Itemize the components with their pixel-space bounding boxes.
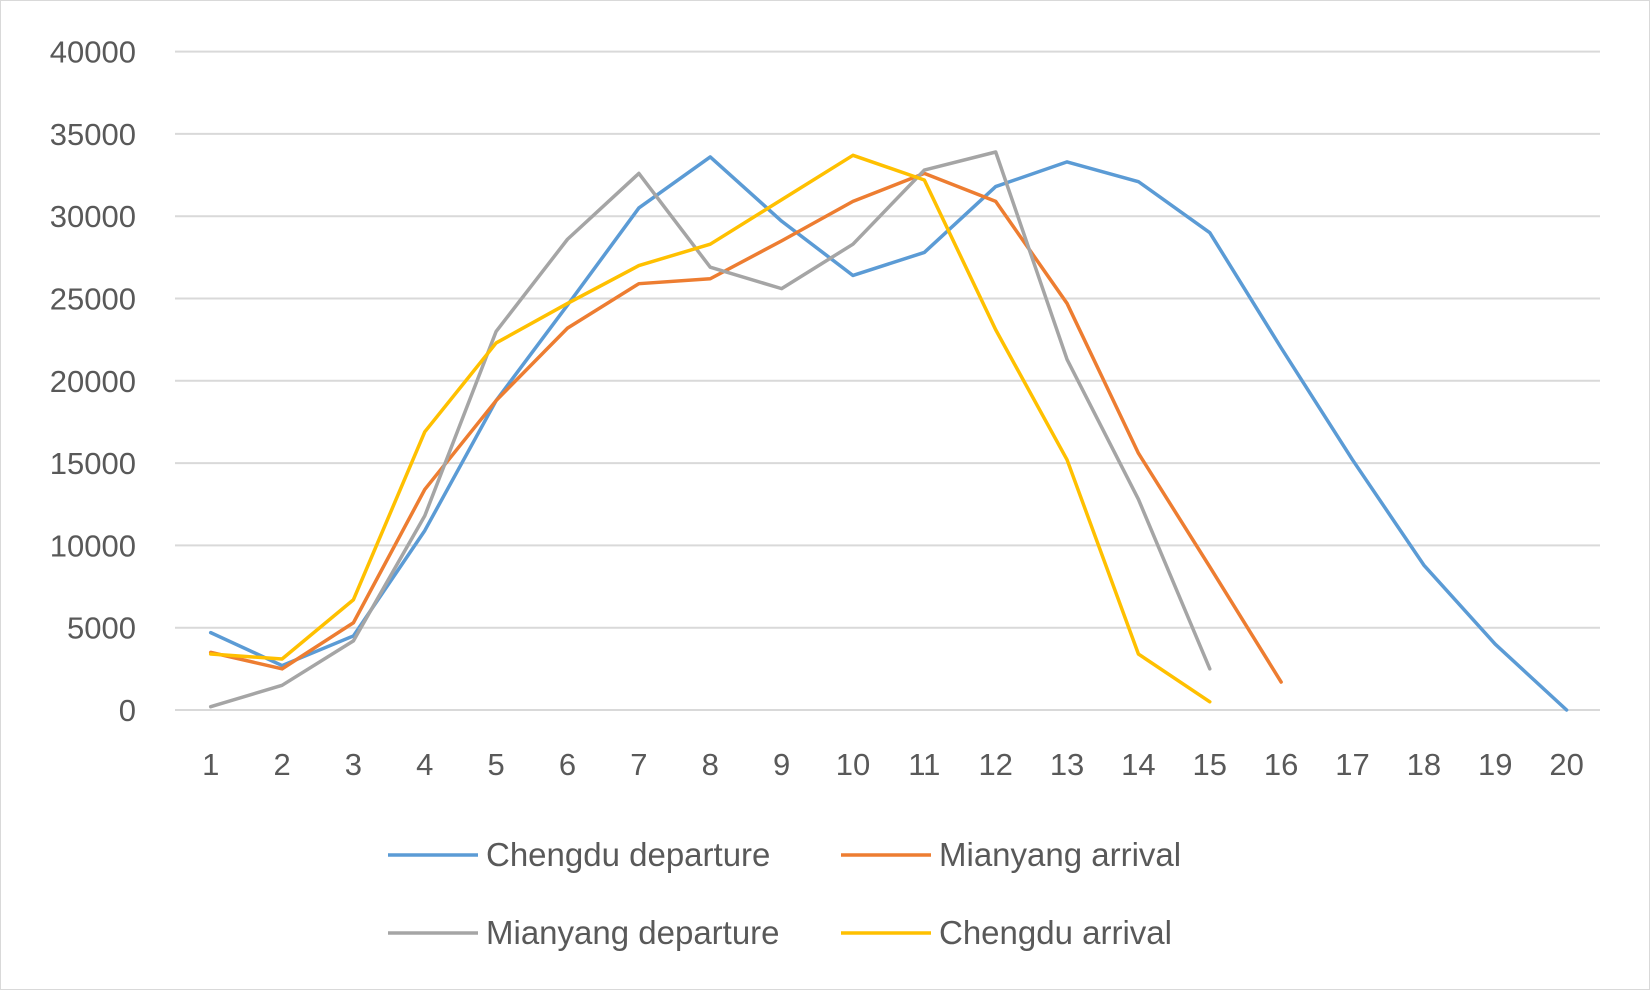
x-tick-label: 17 bbox=[1335, 747, 1369, 782]
x-tick-label: 10 bbox=[836, 747, 870, 782]
y-tick-label: 20000 bbox=[50, 364, 136, 399]
y-tick-label: 35000 bbox=[50, 117, 136, 152]
x-tick-label: 16 bbox=[1264, 747, 1298, 782]
x-tick-label: 18 bbox=[1407, 747, 1441, 782]
legend-label: Chengdu departure bbox=[486, 836, 770, 873]
x-tick-label: 6 bbox=[559, 747, 576, 782]
x-tick-label: 1 bbox=[202, 747, 219, 782]
y-tick-label: 25000 bbox=[50, 282, 136, 317]
x-tick-label: 19 bbox=[1478, 747, 1512, 782]
x-tick-label: 7 bbox=[630, 747, 647, 782]
x-tick-label: 11 bbox=[908, 747, 940, 782]
y-tick-label: 5000 bbox=[67, 611, 136, 646]
legend-label: Mianyang arrival bbox=[939, 836, 1181, 873]
y-tick-label: 10000 bbox=[50, 528, 136, 563]
series-line bbox=[208, 171, 1283, 684]
series-line bbox=[208, 153, 1212, 704]
x-tick-label: 12 bbox=[978, 747, 1012, 782]
x-tick-label: 9 bbox=[773, 747, 790, 782]
x-tick-label: 2 bbox=[273, 747, 290, 782]
legend-label: Chengdu arrival bbox=[939, 914, 1172, 951]
y-tick-label: 30000 bbox=[50, 199, 136, 234]
x-tick-label: 15 bbox=[1193, 747, 1227, 782]
series-line bbox=[208, 150, 1212, 709]
x-tick-label: 8 bbox=[702, 747, 719, 782]
series-line bbox=[208, 155, 1569, 712]
x-tick-label: 5 bbox=[488, 747, 505, 782]
x-tick-label: 13 bbox=[1050, 747, 1084, 782]
y-tick-label: 40000 bbox=[50, 35, 136, 70]
x-tick-label: 14 bbox=[1121, 747, 1155, 782]
y-tick-label: 15000 bbox=[50, 446, 136, 481]
y-tick-label: 0 bbox=[119, 693, 136, 728]
legend-label: Mianyang departure bbox=[486, 914, 780, 951]
x-tick-label: 20 bbox=[1549, 747, 1583, 782]
x-tick-label: 3 bbox=[345, 747, 362, 782]
x-tick-label: 4 bbox=[416, 747, 433, 782]
